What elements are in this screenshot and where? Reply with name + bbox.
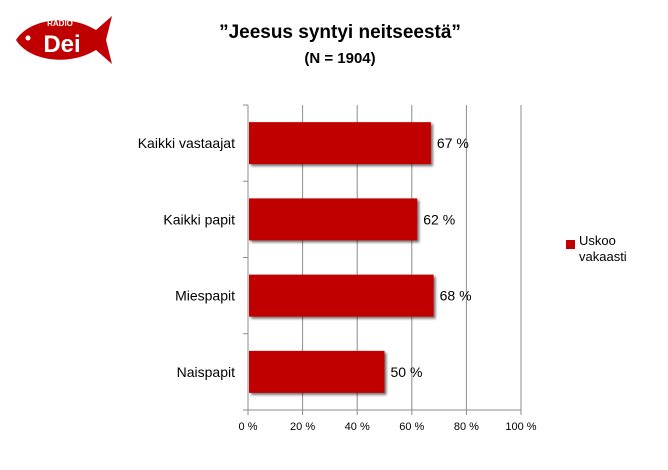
- bar: [249, 198, 418, 241]
- bar: [249, 350, 385, 393]
- logo-main-text: Dei: [43, 31, 80, 58]
- legend-label: Uskoo vakaasti: [579, 233, 627, 264]
- x-tick-label: 20 %: [290, 421, 315, 433]
- data-label: 67 %: [437, 135, 469, 151]
- data-label: 68 %: [440, 288, 472, 304]
- chart-title: ”Jeesus syntyi neitseestä”: [219, 22, 461, 43]
- legend-swatch: [566, 240, 575, 249]
- chart-subtitle: (N = 1904): [304, 50, 376, 67]
- category-label: Kaikki vastaajat: [138, 135, 235, 151]
- x-tick-label: 60 %: [399, 421, 424, 433]
- logo-top-text: RADIO: [47, 19, 73, 28]
- data-label: 50 %: [391, 364, 423, 380]
- legend: Uskoo vakaasti: [566, 233, 649, 265]
- x-tick-label: 80 %: [454, 421, 479, 433]
- category-label: Kaikki papit: [163, 211, 235, 227]
- fish-icon: [16, 16, 112, 64]
- radio-dei-logo: RADIO Dei: [16, 16, 112, 64]
- bar: [249, 274, 434, 317]
- x-tick-label: 100 %: [505, 421, 536, 433]
- bar: [249, 122, 431, 165]
- category-label: Naispapit: [177, 364, 235, 380]
- data-label: 62 %: [423, 211, 455, 227]
- category-label: Miespapit: [175, 288, 235, 304]
- x-tick-label: 0 %: [239, 421, 258, 433]
- x-tick-label: 40 %: [345, 421, 370, 433]
